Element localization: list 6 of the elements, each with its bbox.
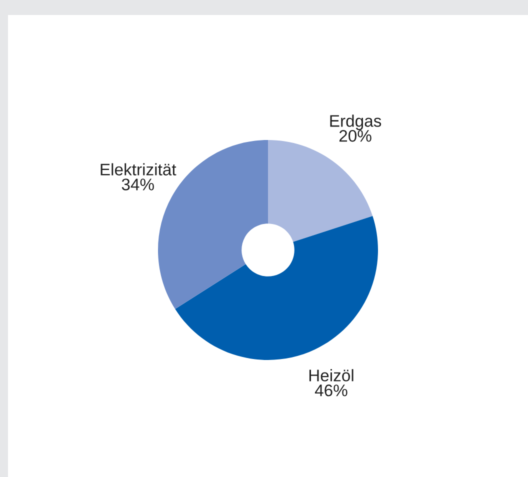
slice-label: Elektrizität: [100, 163, 176, 176]
slice-label: Erdgas: [330, 114, 382, 130]
slice-label: Heizöl: [309, 369, 354, 382]
data-label: 46%: [314, 384, 348, 396]
data-label: 20%: [339, 130, 372, 142]
data-label: 34%: [122, 178, 154, 190]
